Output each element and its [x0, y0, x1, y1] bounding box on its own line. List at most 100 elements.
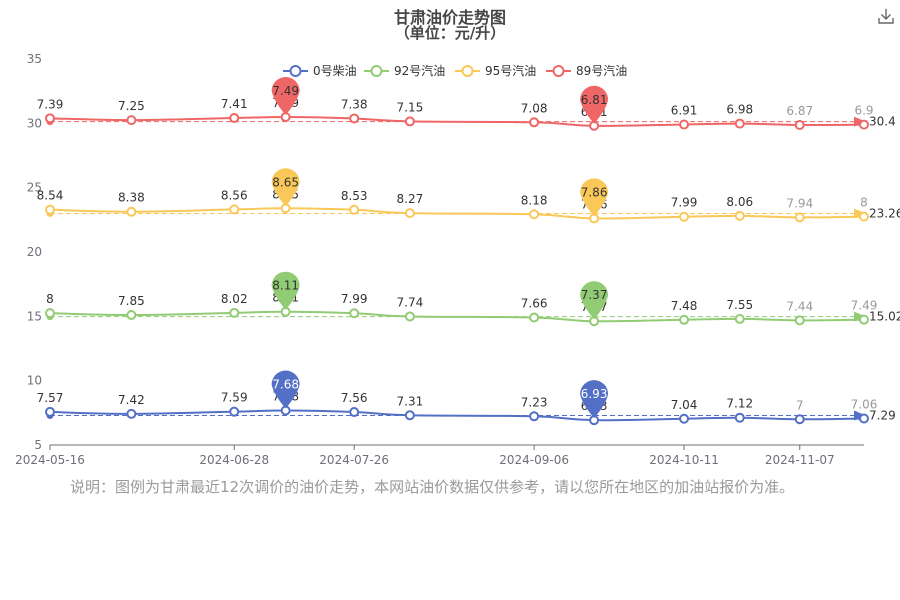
data-label: 8.27: [397, 192, 424, 206]
min-marker-pin: [580, 85, 609, 124]
legend-item-label: 95号汽油: [485, 63, 536, 78]
data-label: 7.99: [671, 196, 698, 210]
data-label: 7.25: [118, 99, 145, 113]
data-point: [349, 308, 360, 319]
data-point: [794, 414, 805, 425]
data-label: 8.38: [118, 191, 145, 205]
data-point: [229, 307, 240, 318]
data-point: [734, 118, 745, 129]
data-point: [794, 120, 805, 131]
data-label: 7: [796, 398, 804, 412]
data-point: [126, 408, 137, 419]
data-point: [45, 308, 55, 319]
data-label: 8.06: [726, 195, 753, 209]
data-point: [734, 313, 745, 324]
x-tick-label: 2024-11-07: [765, 453, 835, 467]
chart-note: 说明：图例为甘肃最近12次调价的油价走势，本网站油价数据仅供参考，请以您所在地区…: [70, 478, 795, 496]
data-point: [859, 211, 869, 222]
data-point: [734, 210, 745, 221]
x-tick-label: 2024-05-16: [15, 453, 85, 467]
data-label: 8.56: [221, 188, 248, 202]
min-marker-pin-label: 6.81: [581, 93, 608, 107]
min-marker-pin-label: 7.86: [581, 185, 608, 199]
data-label: 7.23: [521, 395, 548, 409]
data-label: 7.39: [37, 97, 64, 111]
data-label: 7.66: [521, 296, 548, 310]
y-tick-label: 20: [27, 245, 42, 259]
legend-swatch-dot: [289, 65, 302, 77]
max-marker-pin-label: 7.49: [272, 84, 299, 98]
data-point: [529, 209, 540, 220]
data-point: [229, 113, 240, 124]
data-label: 8.18: [521, 193, 548, 207]
data-point: [679, 413, 690, 424]
data-label: 7.04: [671, 398, 698, 412]
data-point: [404, 410, 415, 421]
data-point: [229, 406, 240, 417]
max-marker-pin: [271, 168, 300, 207]
data-point: [404, 116, 415, 127]
min-marker-pin-label: 6.93: [581, 387, 608, 401]
legend-item-label: 92号汽油: [394, 63, 445, 78]
data-point: [679, 314, 690, 325]
data-label: 7.49: [851, 299, 878, 313]
legend-swatch-dot: [461, 65, 474, 77]
data-label: 7.31: [397, 394, 424, 408]
data-point: [349, 204, 360, 215]
data-point: [349, 407, 360, 418]
data-point: [794, 315, 805, 326]
data-point: [45, 406, 55, 417]
data-label: 7.44: [786, 299, 813, 313]
data-label: 7.94: [786, 196, 813, 210]
data-label: 7.42: [118, 393, 145, 407]
mean-line-arrow: [854, 208, 866, 219]
max-marker-pin-label: 7.68: [272, 378, 299, 392]
data-point: [529, 312, 540, 323]
y-tick-label: 15: [27, 309, 42, 323]
y-tick-label: 30: [27, 116, 42, 130]
data-label: 7.85: [118, 294, 145, 308]
mean-line-arrow: [854, 116, 866, 127]
data-label: 7.74: [397, 295, 424, 309]
data-point: [529, 411, 540, 422]
data-point: [45, 113, 55, 124]
legend-swatch-dot: [552, 65, 565, 77]
data-label: 8.02: [221, 292, 248, 306]
mean-label: 15.02: [869, 310, 900, 324]
data-label: 7.12: [726, 397, 753, 411]
mean-line-arrow: [854, 311, 866, 322]
data-point: [404, 208, 415, 219]
data-label: 8: [860, 196, 868, 210]
data-point: [126, 115, 137, 126]
data-point: [859, 413, 869, 424]
y-tick-label: 10: [27, 374, 42, 388]
max-marker-pin: [271, 77, 300, 116]
data-label: 6.9: [854, 104, 873, 118]
data-label: 7.15: [397, 100, 424, 114]
data-point: [126, 206, 137, 217]
data-label: 8.54: [37, 189, 64, 203]
data-label: 7.38: [341, 97, 368, 111]
data-point: [529, 117, 540, 128]
data-point: [404, 311, 415, 322]
data-point: [126, 310, 137, 321]
y-tick-label: 25: [27, 181, 42, 195]
data-point: [679, 211, 690, 222]
chart-title: 甘肃油价走势图: [393, 8, 506, 27]
data-point: [45, 204, 55, 215]
data-label: 7.99: [341, 292, 368, 306]
data-point: [734, 412, 745, 423]
data-label: 7.08: [521, 101, 548, 115]
max-marker-pin-label: 8.65: [272, 175, 299, 189]
mean-label: 7.29: [869, 409, 896, 423]
data-point: [229, 204, 240, 215]
legend-swatch-dot: [370, 65, 383, 77]
data-label: 8.53: [341, 189, 368, 203]
x-tick-label: 2024-07-26: [319, 453, 389, 467]
x-tick-label: 2024-09-06: [499, 453, 569, 467]
x-tick-label: 2024-06-28: [199, 453, 269, 467]
data-point: [794, 212, 805, 223]
download-icon[interactable]: [876, 6, 896, 26]
data-point: [859, 314, 869, 325]
